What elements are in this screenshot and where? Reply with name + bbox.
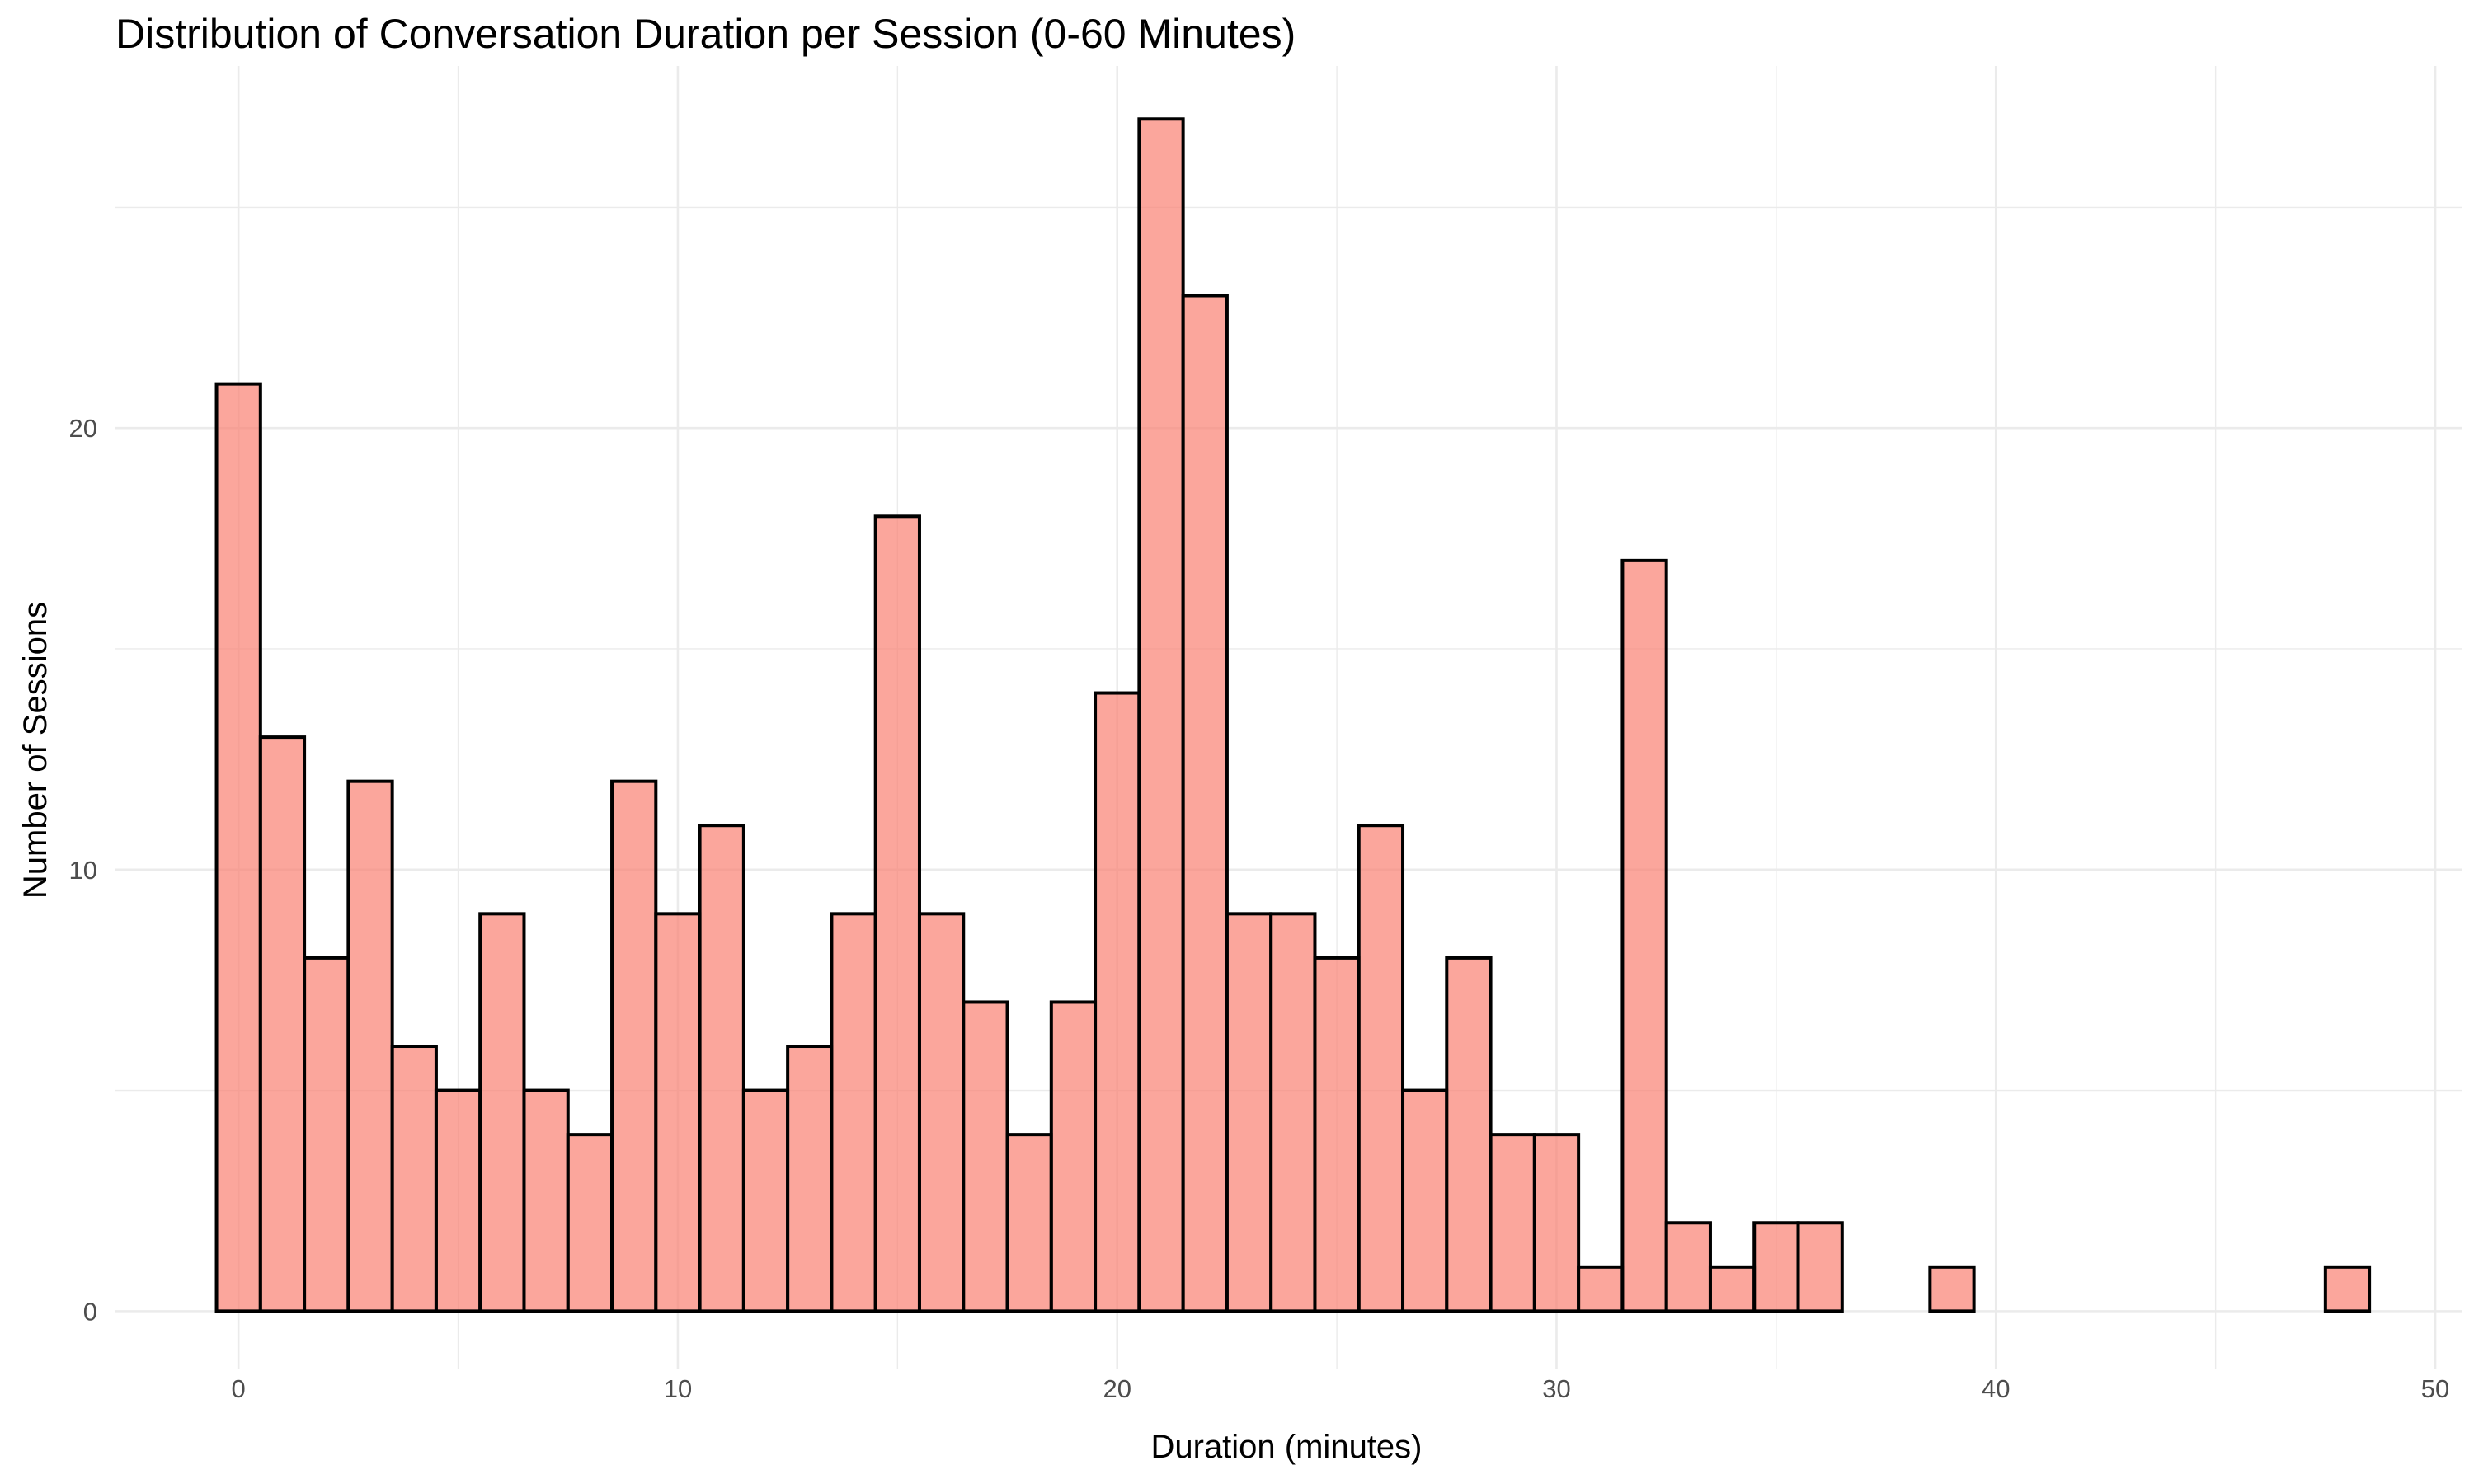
x-tick-label: 10: [664, 1374, 692, 1403]
histogram-bar: [917, 912, 966, 1313]
x-axis-ticks: 0 10 20 30 40 50: [232, 1374, 2450, 1403]
x-tick-label: 20: [1103, 1374, 1131, 1403]
histogram-bar: [741, 1088, 790, 1313]
x-axis-title: Duration (minutes): [1150, 1429, 1422, 1465]
histogram-bar: [1313, 956, 1361, 1313]
histogram-bar: [390, 1045, 438, 1313]
histogram-bar: [1401, 1088, 1449, 1313]
histogram-bar: [1357, 824, 1405, 1313]
histogram-bars: [214, 117, 2372, 1313]
chart-title: Distribution of Conversation Duration pe…: [115, 11, 1296, 57]
histogram-bar: [1005, 1133, 1053, 1313]
histogram-bar: [1532, 1133, 1581, 1313]
y-tick-label: 10: [69, 856, 97, 885]
histogram-bar: [1708, 1265, 1757, 1313]
histogram-bar: [566, 1133, 614, 1313]
histogram-bar: [1928, 1265, 1976, 1313]
histogram-bar: [346, 779, 394, 1313]
histogram-bar: [1620, 558, 1668, 1313]
histogram-bar: [1445, 956, 1493, 1313]
histogram-bar: [1796, 1221, 1844, 1313]
histogram-bar: [214, 382, 262, 1313]
histogram-bar: [1094, 691, 1141, 1313]
histogram-bar: [1269, 912, 1317, 1313]
histogram-bar: [1181, 294, 1229, 1313]
histogram-bar: [1489, 1133, 1536, 1313]
histogram-bar: [654, 912, 702, 1313]
y-axis-title: Number of Sessions: [17, 602, 54, 899]
histogram-bar: [478, 912, 526, 1313]
histogram-bar: [698, 824, 745, 1313]
x-tick-label: 40: [1982, 1374, 2010, 1403]
histogram-bar: [1664, 1221, 1712, 1313]
histogram-bar: [962, 1000, 1009, 1313]
histogram-bar: [522, 1088, 570, 1313]
histogram-bar: [258, 735, 307, 1313]
histogram-bar: [1752, 1221, 1800, 1313]
x-tick-label: 30: [1542, 1374, 1570, 1403]
histogram-bar: [610, 779, 658, 1313]
x-tick-label: 0: [232, 1374, 246, 1403]
histogram-bar: [303, 956, 350, 1313]
histogram-bar: [830, 912, 877, 1313]
histogram-bar: [1137, 117, 1185, 1313]
histogram-bar: [1577, 1265, 1625, 1313]
y-tick-label: 0: [83, 1297, 97, 1326]
histogram-bar: [434, 1088, 482, 1313]
x-tick-label: 50: [2421, 1374, 2449, 1403]
histogram-bar: [786, 1045, 834, 1313]
y-tick-label: 20: [69, 414, 97, 443]
y-axis-ticks: 0 10 20: [69, 414, 97, 1326]
histogram-bar: [1049, 1000, 1098, 1313]
histogram-bar: [873, 514, 921, 1313]
histogram-bar: [1225, 912, 1273, 1313]
histogram-bar: [2323, 1265, 2372, 1313]
